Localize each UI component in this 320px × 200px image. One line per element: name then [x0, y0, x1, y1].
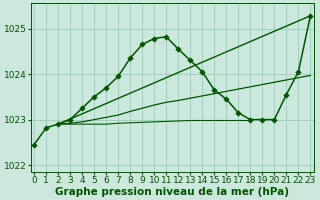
X-axis label: Graphe pression niveau de la mer (hPa): Graphe pression niveau de la mer (hPa): [55, 187, 289, 197]
